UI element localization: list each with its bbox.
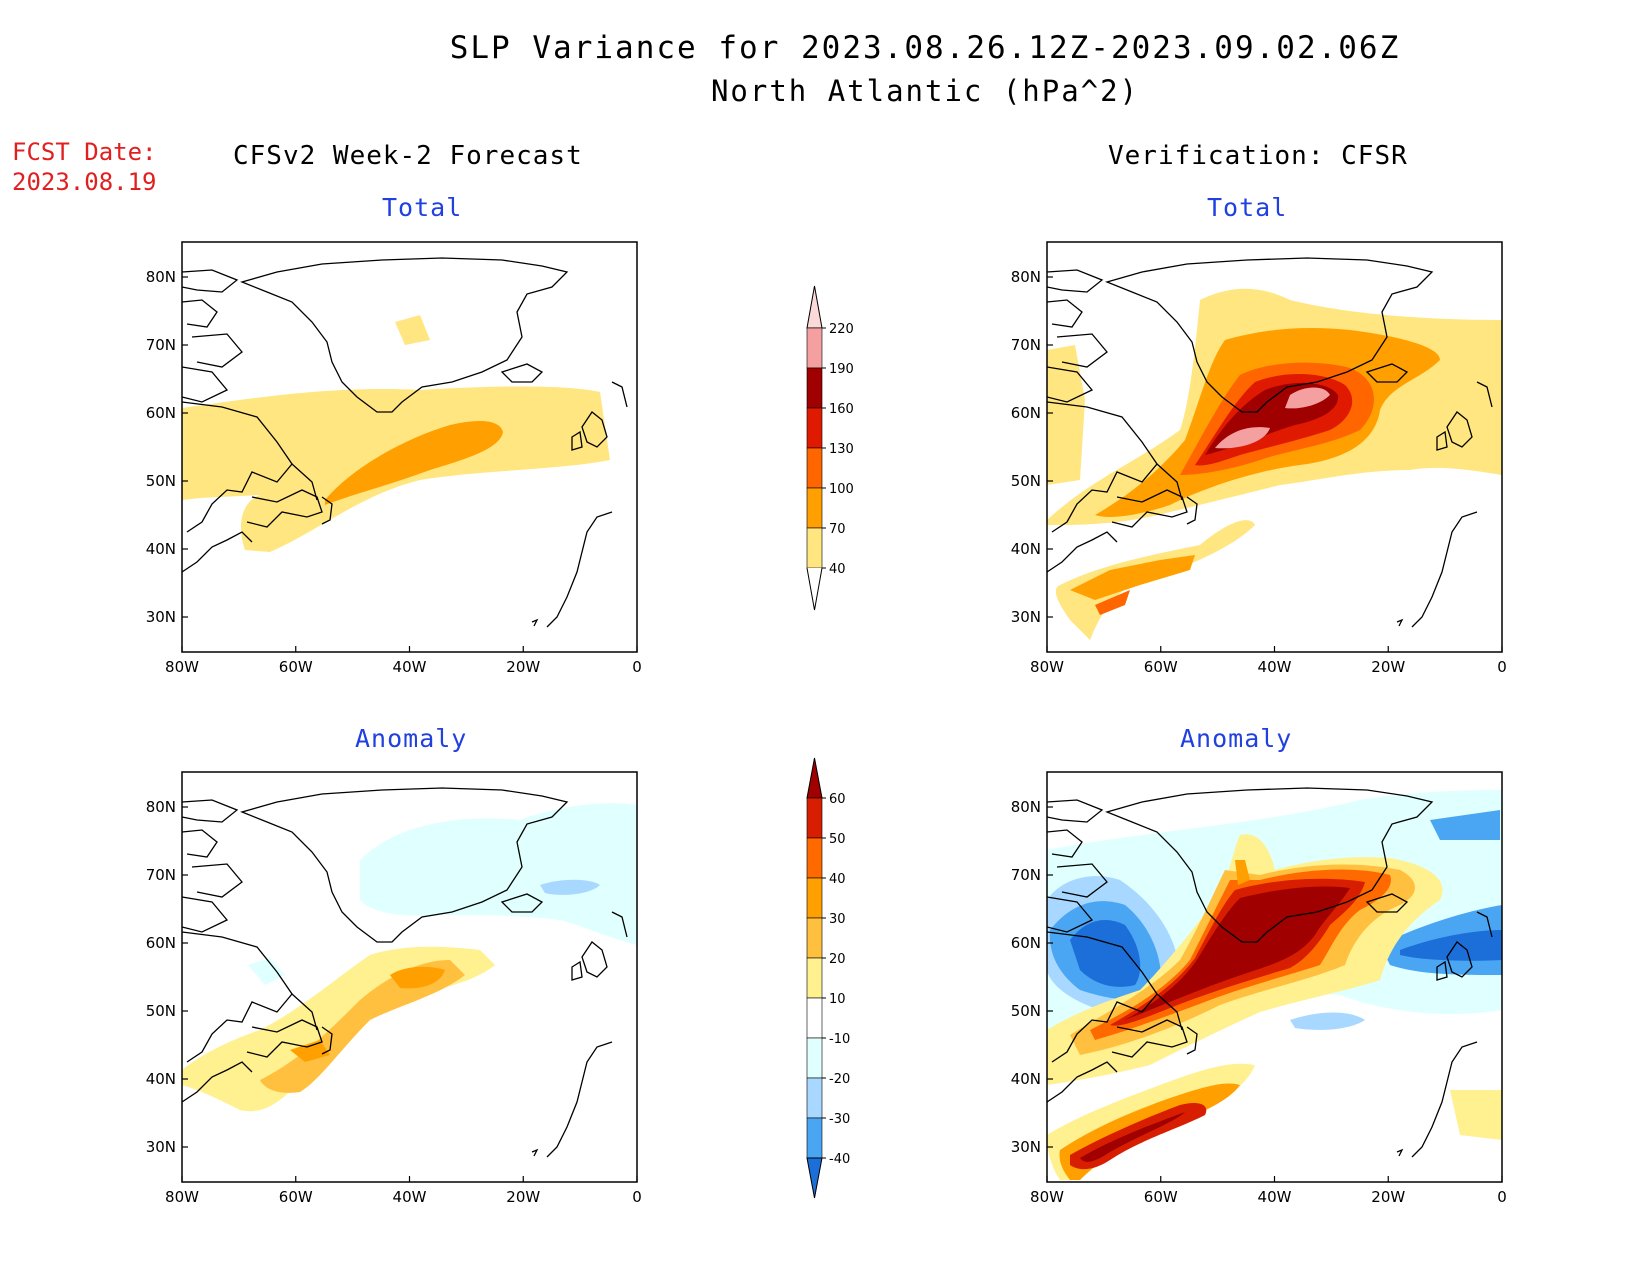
lat-tick-label: 30N bbox=[146, 1138, 176, 1156]
lon-tick-label: 20W bbox=[506, 1188, 540, 1206]
lat-tick-label: 30N bbox=[146, 608, 176, 626]
lat-tick-label: 70N bbox=[1011, 336, 1041, 354]
colorbar-level-label: -40 bbox=[829, 1152, 850, 1167]
fcst-date-label: FCST Date: bbox=[12, 138, 157, 166]
colorbar-top-arrow bbox=[806, 285, 823, 329]
colorbar-level-label: 60 bbox=[829, 792, 846, 807]
lon-tick-label: 80W bbox=[165, 1188, 199, 1206]
lat-tick-label: 40N bbox=[1011, 1070, 1041, 1088]
colorbar-level-label: 70 bbox=[829, 522, 846, 537]
lon-tick-label: 60W bbox=[279, 658, 313, 676]
colorbar-level-label: 10 bbox=[829, 992, 846, 1007]
lat-tick-label: 70N bbox=[1011, 866, 1041, 884]
colorbar-level-label: 130 bbox=[829, 442, 854, 457]
colorbar-swatch bbox=[806, 327, 823, 369]
verification-anomaly-title: Anomaly bbox=[1180, 724, 1293, 753]
colorbar-level-label: 20 bbox=[829, 952, 846, 967]
colorbar-swatch bbox=[806, 1117, 823, 1159]
lon-tick-label: 80W bbox=[165, 658, 199, 676]
lon-tick-label: 40W bbox=[393, 1188, 427, 1206]
forecast-anomaly-title: Anomaly bbox=[355, 724, 468, 753]
colorbar-swatch bbox=[806, 527, 823, 569]
lat-tick-label: 80N bbox=[1011, 798, 1041, 816]
main-subtitle: North Atlantic (hPa^2) bbox=[710, 74, 1140, 108]
colorbar-swatch bbox=[806, 797, 823, 839]
colorbar-swatch bbox=[806, 837, 823, 879]
lat-tick-label: 50N bbox=[1011, 1002, 1041, 1020]
colorbar-swatch bbox=[806, 997, 823, 1039]
colorbar-swatch bbox=[806, 487, 823, 529]
colorbar-level-label: 190 bbox=[829, 362, 854, 377]
lon-tick-label: 60W bbox=[1144, 658, 1178, 676]
lon-tick-label: 20W bbox=[1371, 1188, 1405, 1206]
anomaly-colorbar: 60 50 40 30 20 10 -10 -20 -30 -40 bbox=[806, 757, 850, 1199]
verification-anomaly-map bbox=[1046, 771, 1503, 1183]
lat-tick-label: 70N bbox=[146, 336, 176, 354]
lon-tick-label: 0 bbox=[632, 1188, 642, 1206]
colorbar-level-label: 160 bbox=[829, 402, 854, 417]
lat-tick-label: 60N bbox=[1011, 404, 1041, 422]
colorbar-level-label: 220 bbox=[829, 322, 854, 337]
lon-tick-label: 60W bbox=[279, 1188, 313, 1206]
main-title: SLP Variance for 2023.08.26.12Z-2023.09.… bbox=[449, 30, 1401, 66]
verification-total-title: Total bbox=[1207, 193, 1288, 222]
lon-tick-label: 20W bbox=[1371, 658, 1405, 676]
colorbar-bottom-arrow bbox=[806, 567, 823, 611]
lat-tick-label: 60N bbox=[146, 404, 176, 422]
lat-tick-label: 40N bbox=[146, 540, 176, 558]
colorbar-level-label: -10 bbox=[829, 1032, 850, 1047]
colorbar-level-label: -20 bbox=[829, 1072, 850, 1087]
lat-tick-label: 80N bbox=[146, 268, 176, 286]
colorbar-swatch bbox=[806, 877, 823, 919]
verification-column-title: Verification: CFSR bbox=[1108, 141, 1408, 171]
lat-tick-label: 50N bbox=[1011, 472, 1041, 490]
lon-tick-label: 0 bbox=[1497, 658, 1507, 676]
lon-tick-label: 0 bbox=[1497, 1188, 1507, 1206]
lat-tick-label: 80N bbox=[1011, 268, 1041, 286]
total-colorbar: 220 190 160 130 100 70 40 bbox=[806, 285, 854, 611]
lon-tick-label: 20W bbox=[506, 658, 540, 676]
lat-tick-label: 80N bbox=[146, 798, 176, 816]
lon-tick-label: 60W bbox=[1144, 1188, 1178, 1206]
lon-tick-label: 80W bbox=[1030, 1188, 1064, 1206]
lon-tick-label: 40W bbox=[1258, 658, 1292, 676]
lat-tick-label: 30N bbox=[1011, 1138, 1041, 1156]
colorbar-top-arrow bbox=[806, 757, 823, 799]
lat-tick-label: 40N bbox=[146, 1070, 176, 1088]
forecast-total-map bbox=[181, 241, 638, 653]
lat-tick-label: 50N bbox=[146, 472, 176, 490]
colorbar-swatch bbox=[806, 407, 823, 449]
colorbar-level-label: -30 bbox=[829, 1112, 850, 1127]
lat-tick-label: 50N bbox=[146, 1002, 176, 1020]
colorbar-swatch bbox=[806, 1077, 823, 1119]
colorbar-swatch bbox=[806, 1037, 823, 1079]
forecast-column-title: CFSv2 Week-2 Forecast bbox=[233, 141, 583, 171]
colorbar-level-label: 50 bbox=[829, 832, 846, 847]
lon-tick-label: 40W bbox=[1258, 1188, 1292, 1206]
colorbar-swatch bbox=[806, 957, 823, 999]
colorbar-swatch bbox=[806, 447, 823, 489]
forecast-anomaly-map bbox=[181, 771, 638, 1183]
lat-tick-label: 60N bbox=[1011, 934, 1041, 952]
lat-tick-label: 70N bbox=[146, 866, 176, 884]
lat-tick-label: 60N bbox=[146, 934, 176, 952]
colorbar-swatch bbox=[806, 917, 823, 959]
colorbar-level-label: 30 bbox=[829, 912, 846, 927]
colorbar-level-label: 100 bbox=[829, 482, 854, 497]
colorbar-level-label: 40 bbox=[829, 562, 846, 577]
verification-total-map bbox=[1046, 241, 1503, 653]
lat-tick-label: 40N bbox=[1011, 540, 1041, 558]
colorbar-level-label: 40 bbox=[829, 872, 846, 887]
lat-tick-label: 30N bbox=[1011, 608, 1041, 626]
forecast-total-title: Total bbox=[382, 193, 463, 222]
lon-tick-label: 80W bbox=[1030, 658, 1064, 676]
lon-tick-label: 0 bbox=[632, 658, 642, 676]
fcst-date-value: 2023.08.19 bbox=[12, 168, 157, 196]
colorbar-bottom-arrow bbox=[806, 1157, 823, 1199]
lon-tick-label: 40W bbox=[393, 658, 427, 676]
colorbar-swatch bbox=[806, 367, 823, 409]
